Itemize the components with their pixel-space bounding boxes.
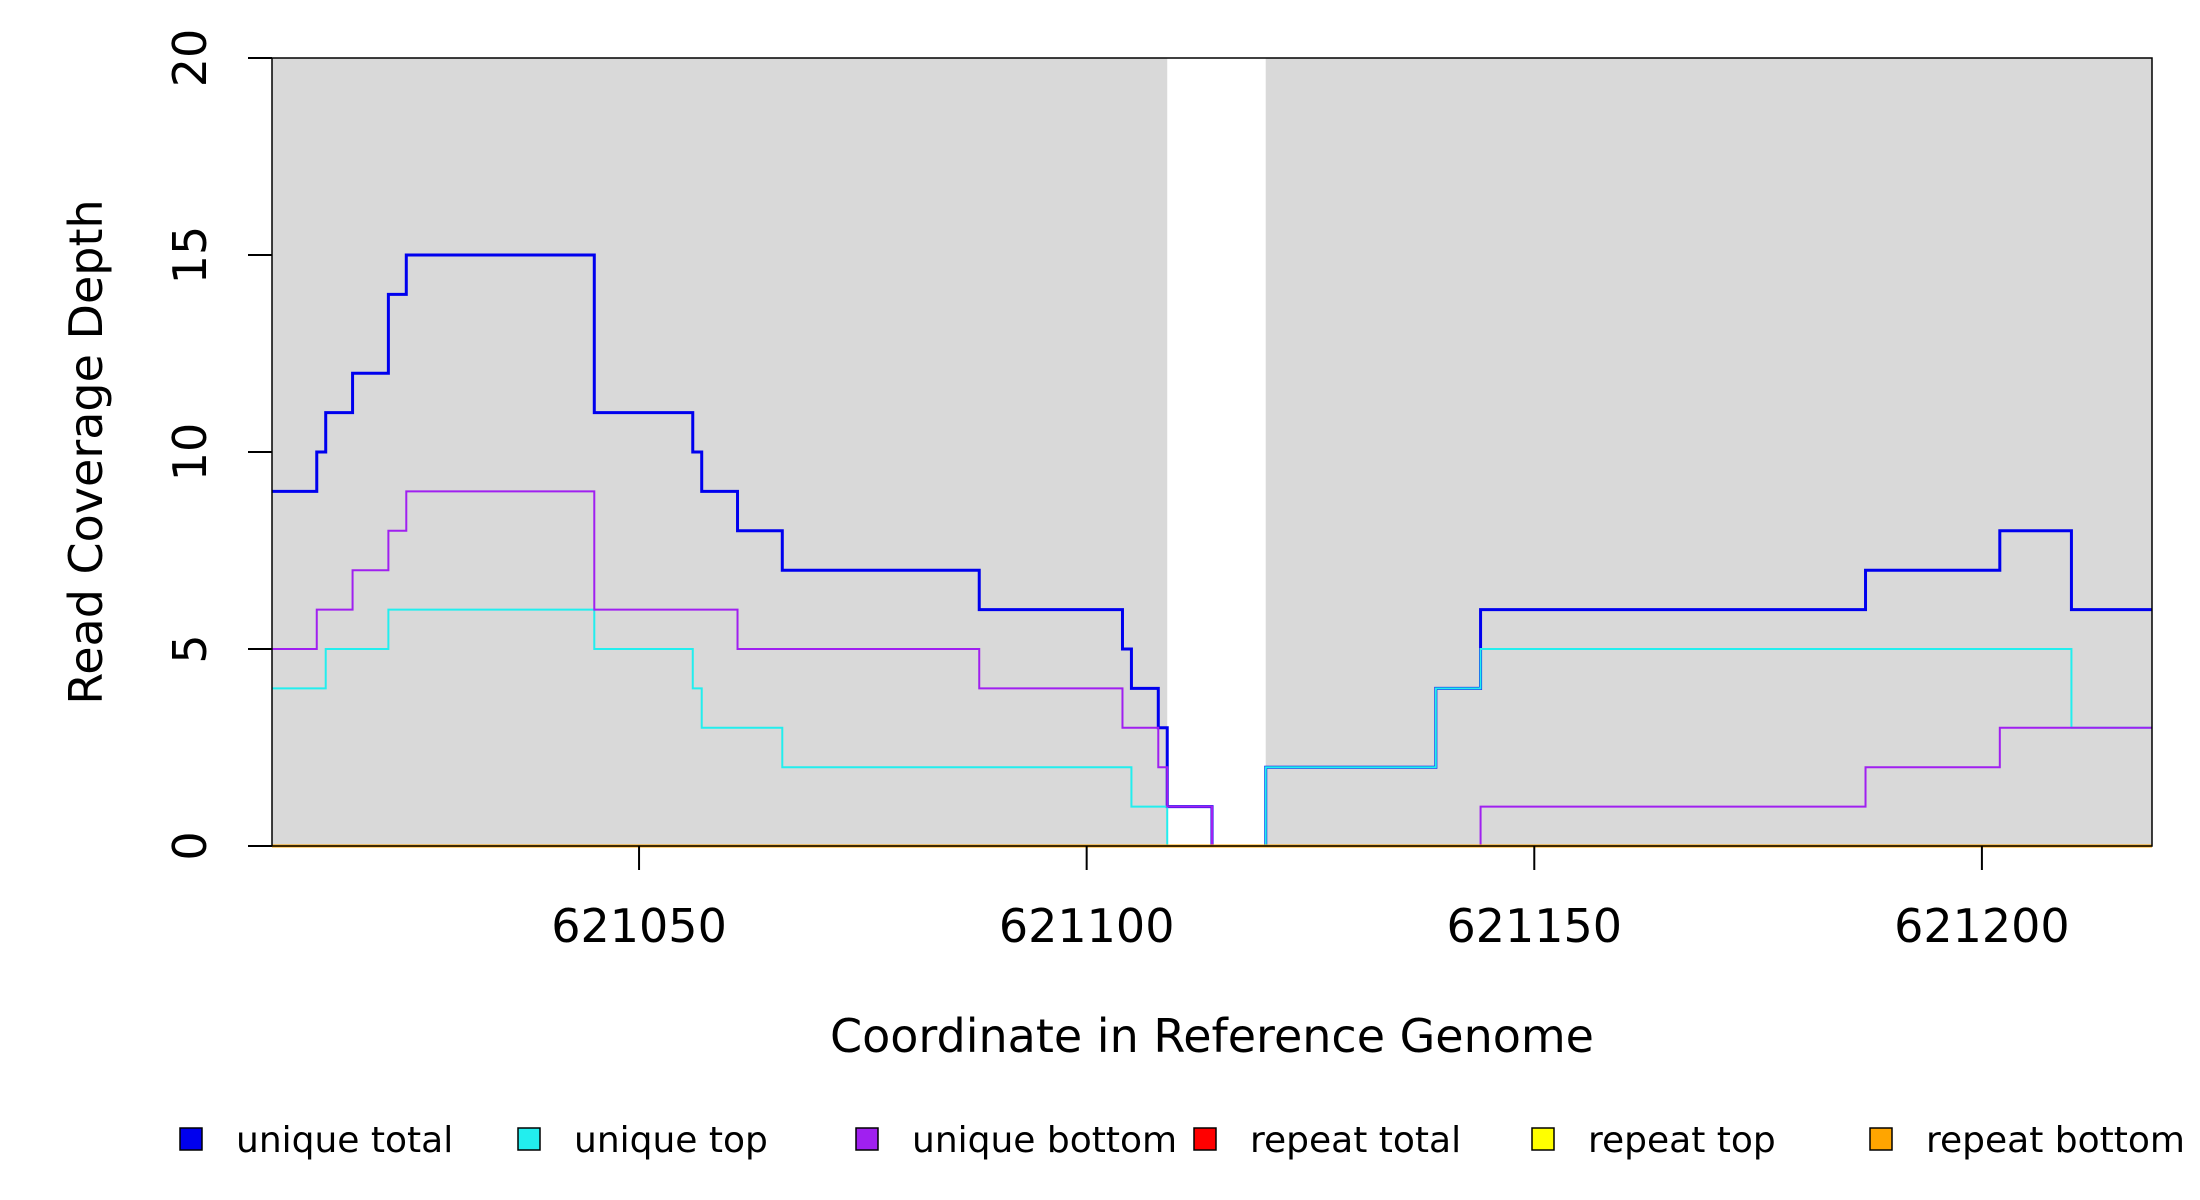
y-axis-title: Read Coverage Depth [59,199,113,704]
legend-label-repeat-top: repeat top [1588,1120,1776,1161]
highlight-region-0 [1167,58,1266,846]
y-tick-label: 15 [163,226,217,285]
y-axis: 0 5 10 15 20 [163,29,272,861]
x-tick-label: 621200 [1894,899,2070,953]
x-tick-label: 621100 [999,899,1175,953]
legend-swatch-repeat-top [1531,1127,1555,1151]
series-line-unique-top [272,608,2152,847]
y-tick-label: 0 [163,831,217,860]
x-tick-label: 621050 [551,899,727,953]
y-tick-label: 10 [163,423,217,482]
x-axis: 621050 621100 621150 621200 [551,846,2070,953]
y-tick-label: 20 [163,29,217,88]
legend-swatch-repeat-total [1193,1127,1217,1151]
legend-label-unique-top: unique top [574,1120,768,1161]
legend-swatch-unique-bottom [855,1127,879,1151]
legend-swatch-repeat-bottom [1869,1127,1893,1151]
legend-label-repeat-total: repeat total [1250,1120,1461,1161]
legend-label-repeat-bottom: repeat bottom [1926,1120,2185,1161]
x-axis-title: Coordinate in Reference Genome [830,1009,1594,1063]
highlight-regions [1167,58,1266,846]
legend-swatch-unique-top [517,1127,541,1151]
x-tick-label: 621150 [1446,899,1622,953]
legend-label-unique-bottom: unique bottom [912,1120,1177,1161]
legend-label-unique-total: unique total [236,1120,453,1161]
y-tick-label: 5 [163,634,217,663]
legend-swatch-unique-total [179,1127,203,1151]
series-line-unique-bottom [272,490,2152,847]
legend: unique total unique top unique bottom repea… [179,1120,2185,1161]
